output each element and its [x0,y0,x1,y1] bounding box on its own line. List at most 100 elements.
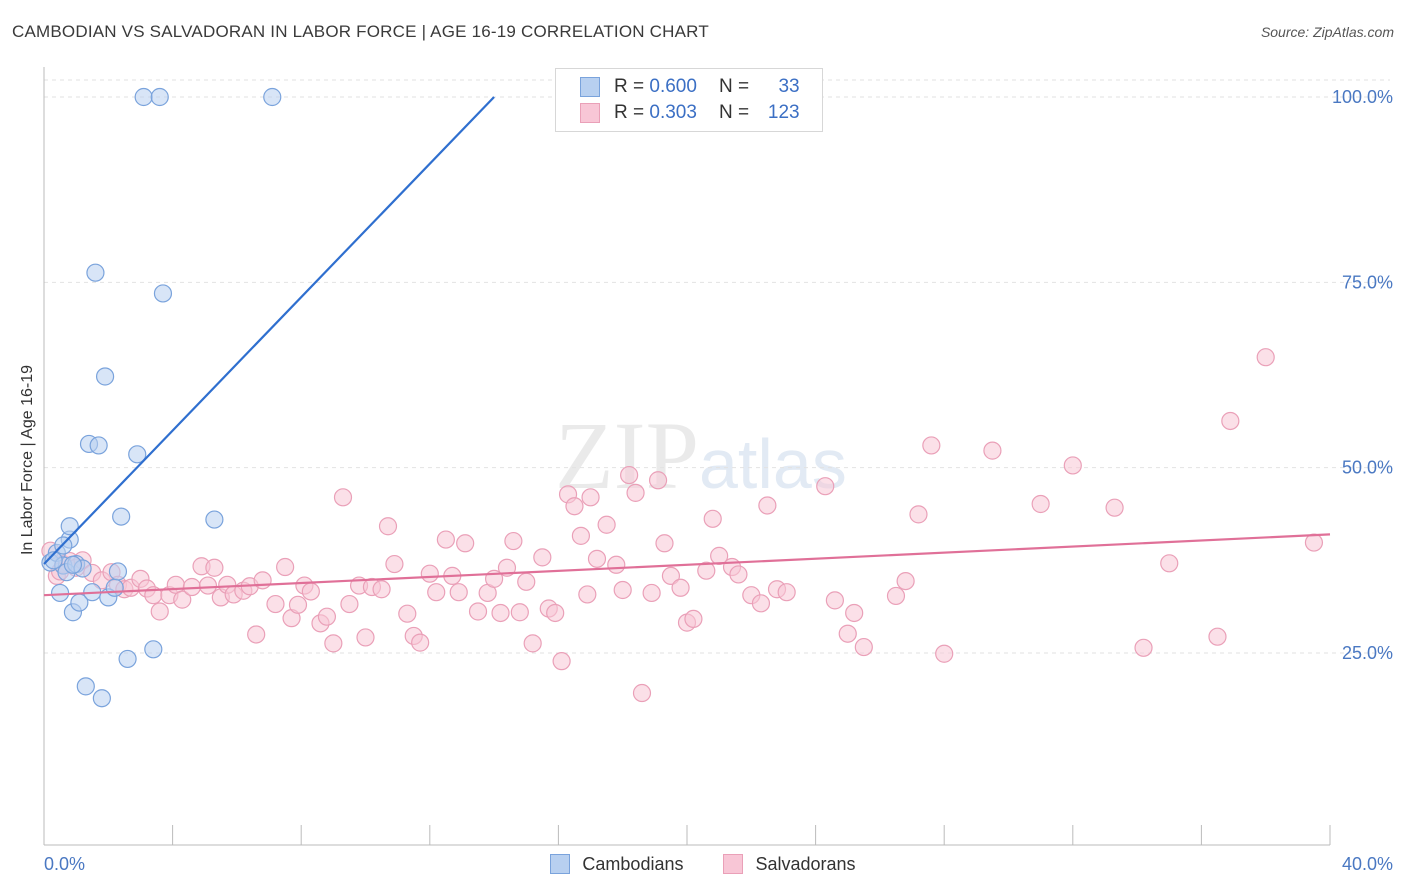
salvadoran-point [825,591,844,610]
n-label: N = [718,76,750,97]
legend-row-cambodians: R = 0.600 N = 33 [580,74,800,100]
n-label: N = [718,102,750,123]
salvadoran-point [533,548,552,567]
salvadoran-point [578,585,597,604]
salvadoran-point [420,564,439,583]
grid-lines [44,79,1390,654]
cambodian-point [50,583,70,603]
salvadoran-point [632,683,652,703]
legend-row-salvadorans: R = 0.303 N = 123 [580,100,800,126]
cambodian-point [44,551,63,570]
cambodians-legend-label: Cambodians [582,853,684,874]
x-tick-label: 40.0% [1342,854,1393,874]
salvadoran-point [510,603,529,622]
salvadoran-point [661,566,681,586]
salvadoran-point [703,509,722,528]
cambodian-point [60,517,79,536]
cambodians-legend-swatch [550,854,571,874]
salvadoran-point [398,604,417,623]
salvadoran-point [266,594,285,614]
cambodian-point [128,445,147,464]
salvadoran-point [886,586,906,606]
legend-item-cambodians: Cambodians [550,854,683,875]
cambodian-point [108,562,128,581]
salvadoran-point [581,488,600,507]
n-value: 123 [767,102,800,123]
salvadoran-point [372,580,391,599]
salvadoran-point [729,565,748,584]
cambodian-point [263,87,282,107]
salvadoran-point [456,534,475,553]
salvadorans-legend-label: Salvadorans [755,853,856,874]
salvadoran-point [411,633,430,652]
salvadorans-legend-swatch [723,854,744,874]
salvadoran-point [1134,638,1153,657]
salvadoran-point [1256,348,1275,367]
salvadorans-points [41,348,1324,703]
salvadoran-point [854,637,873,657]
r-label: R = [614,76,645,97]
salvadoran-point [1221,411,1240,431]
salvadoran-point [597,515,616,534]
cambodian-point [89,436,108,455]
cambodian-point [105,578,124,597]
cambodian-point [76,677,95,696]
salvadoran-point [385,554,404,574]
n-value: 33 [778,76,800,97]
salvadoran-point [684,609,703,628]
salvadoran-point [642,583,661,603]
salvadoran-point [751,594,771,613]
salvadoran-point [935,644,954,663]
cambodian-point [205,510,224,529]
salvadoran-point [523,634,542,653]
salvadoran-point [896,571,915,591]
salvadoran-point [1160,554,1179,573]
salvadoran-point [468,602,488,621]
cambodian-point [134,87,153,107]
salvadoran-point [288,595,308,614]
salvadoran-point [922,436,941,455]
salvadoran-point [1063,456,1082,475]
salvadoran-point [697,561,716,580]
r-label: R = [614,102,645,123]
salvadoran-point [449,583,468,602]
salvadoran-point [758,496,777,515]
salvadoran-point [565,497,584,516]
salvadoran-point [710,546,729,565]
cambodians-swatch [580,77,600,97]
salvadoran-point [1304,533,1324,552]
salvadoran-point [517,572,536,591]
salvadoran-point [571,526,591,545]
cambodians-trend-line [43,96,495,565]
salvadoran-point [909,505,928,524]
salvadoran-point [340,594,359,614]
chart-title: CAMBODIAN VS SALVADORAN IN LABOR FORCE |… [12,22,709,41]
salvadoran-point [317,607,337,626]
salvadorans-trend-line [43,533,1331,597]
y-tick-label: 25.0% [1342,643,1393,663]
cambodian-point [144,640,163,659]
y-tick-label: 100.0% [1332,87,1393,107]
salvadoran-point [607,555,626,574]
salvadoran-point [173,590,192,609]
trend-lines [43,96,1331,597]
salvadoran-point [491,603,510,623]
salvadoran-point [838,624,857,643]
salvadorans-swatch [580,103,600,123]
salvadoran-point [983,441,1002,460]
salvadoran-point [552,652,571,671]
cambodian-point [92,689,111,708]
salvadoran-point [427,583,446,602]
salvadoran-point [1105,498,1124,517]
cambodian-point [118,649,137,669]
salvadoran-point [333,488,353,507]
salvadoran-point [247,625,266,644]
legend-item-salvadorans: Salvadorans [723,853,856,875]
r-value: 0.600 [649,76,697,97]
salvadoran-point [777,583,796,602]
salvadoran-point [276,557,295,577]
salvadoran-point [301,582,320,601]
salvadoran-point [613,580,632,600]
cambodian-point [86,263,105,282]
salvadoran-point [324,634,343,653]
